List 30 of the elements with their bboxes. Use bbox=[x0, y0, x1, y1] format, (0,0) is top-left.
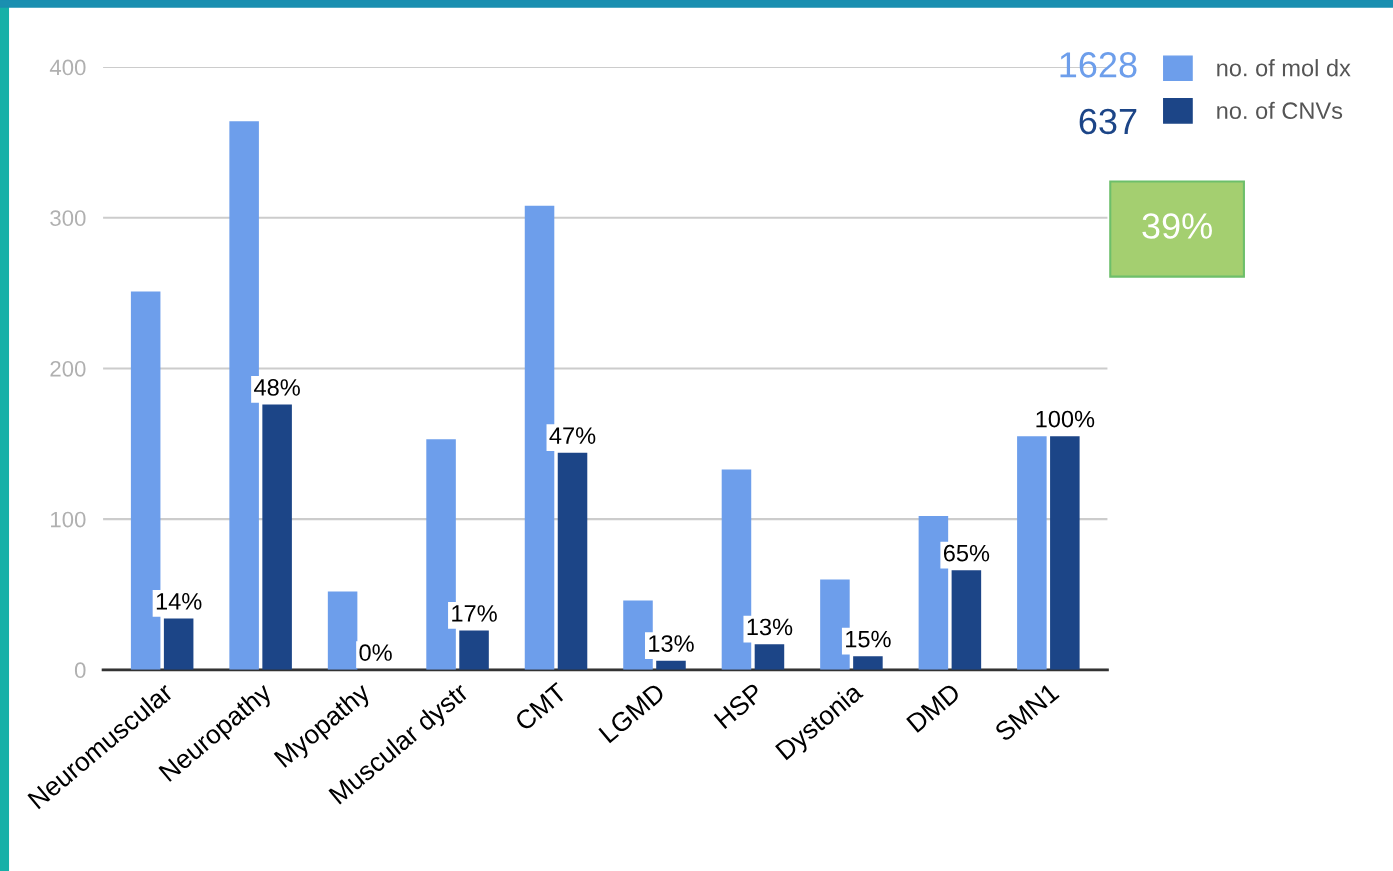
annotation: 15% bbox=[846, 630, 891, 648]
bar bbox=[656, 660, 686, 670]
bar bbox=[1017, 436, 1047, 670]
bar bbox=[557, 452, 588, 670]
annotation: 0% bbox=[359, 644, 392, 661]
y-tick-label: 300 bbox=[50, 210, 86, 227]
bar bbox=[327, 591, 358, 670]
bar bbox=[853, 656, 883, 670]
y-tick-label: 200 bbox=[50, 360, 86, 377]
annotation: 637 bbox=[1079, 108, 1137, 135]
bar bbox=[262, 404, 292, 670]
annotation: 17% bbox=[452, 605, 497, 622]
bar bbox=[951, 570, 982, 670]
annotation: 13% bbox=[649, 635, 694, 652]
annotation: 65% bbox=[943, 544, 990, 562]
annotation: 14% bbox=[156, 593, 202, 610]
annotation: 100% bbox=[1036, 410, 1095, 428]
y-tick-label: 400 bbox=[49, 59, 86, 76]
bar bbox=[163, 618, 194, 670]
annotation: 1628 bbox=[1060, 52, 1137, 78]
legend-label: no. of mol dx bbox=[1217, 59, 1351, 77]
annotation: 48% bbox=[254, 379, 300, 396]
bar bbox=[754, 644, 785, 670]
bar bbox=[459, 630, 489, 670]
annotation: 13% bbox=[747, 618, 793, 636]
y-tick-label: 100 bbox=[51, 511, 86, 528]
text: 39% bbox=[1142, 213, 1212, 239]
y-tick-label: 0 bbox=[74, 662, 86, 679]
annotation: 47% bbox=[549, 427, 596, 444]
legend-label: no. of CNVs bbox=[1217, 101, 1343, 120]
